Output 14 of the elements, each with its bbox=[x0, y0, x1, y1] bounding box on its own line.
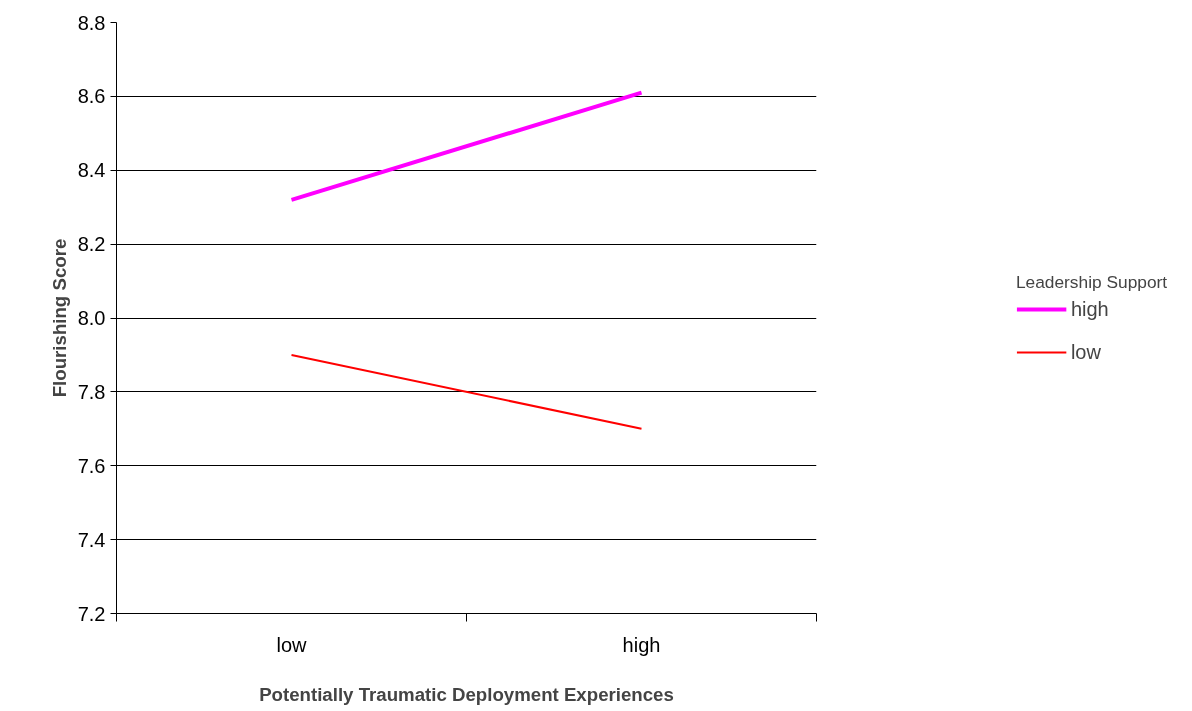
y-tick-label: 7.8 bbox=[77, 380, 106, 403]
y-tick-label: 8.8 bbox=[77, 11, 106, 34]
y-tick-label: 7.6 bbox=[77, 454, 106, 477]
legend-label: high bbox=[1070, 297, 1109, 321]
y-tick-label: 7.2 bbox=[77, 602, 106, 625]
legend-title: Leadership Support bbox=[1015, 271, 1168, 293]
y-tick-label: 8.6 bbox=[77, 85, 106, 108]
y-tick-label: 8.4 bbox=[77, 159, 106, 182]
legend-label: low bbox=[1070, 340, 1101, 364]
x-axis-title: Potentially Traumatic Deployment Experiences bbox=[259, 683, 674, 705]
y-tick-label: 7.4 bbox=[77, 528, 106, 551]
y-axis-title: Flourishing Score bbox=[48, 238, 70, 398]
y-tick-label: 8.2 bbox=[77, 233, 106, 256]
y-tick-label: 8.0 bbox=[77, 307, 106, 329]
